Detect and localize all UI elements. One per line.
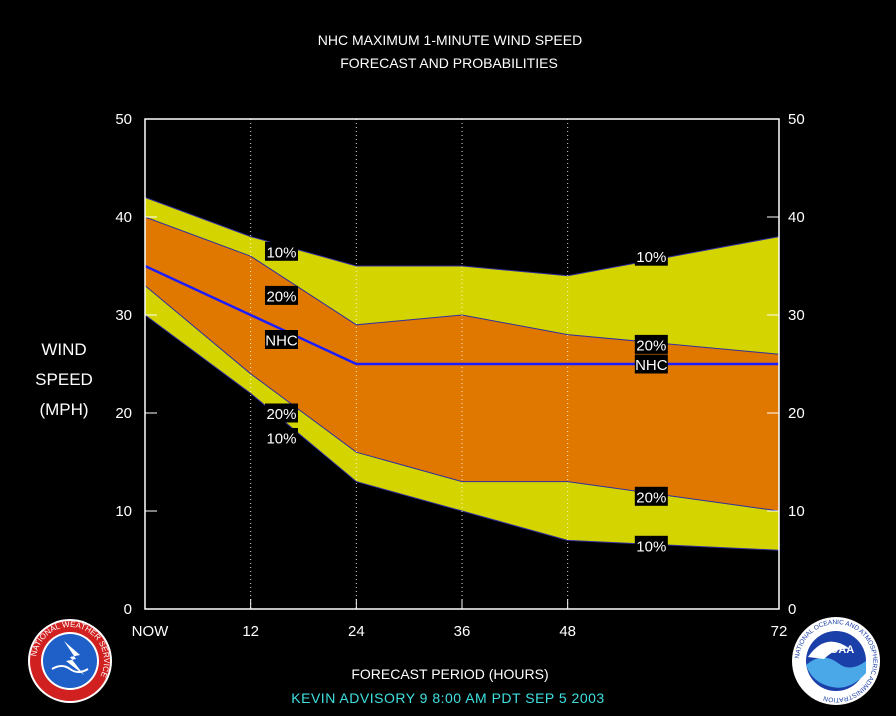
probability-label: 10% <box>636 249 666 266</box>
x-tick-label: 48 <box>559 623 576 640</box>
chart-subtitle: FORECAST AND PROBABILITIES <box>340 55 558 71</box>
y-tick-label-right: 10 <box>788 503 805 520</box>
cloud-icon <box>51 665 89 673</box>
chart-title: NHC MAXIMUM 1-MINUTE WIND SPEED <box>318 32 582 48</box>
probability-label: NHC <box>635 357 668 374</box>
lightning-icon <box>64 641 84 675</box>
band-edge-lower20 <box>144 285 780 512</box>
y-tick-label-left: 30 <box>115 307 132 324</box>
probability-label-box <box>634 334 668 354</box>
probability-label: 20% <box>636 489 666 506</box>
probability-label-box <box>634 354 668 374</box>
y-tick-label-right: 0 <box>788 601 796 618</box>
probability-label-box <box>264 285 298 305</box>
probability-label: 10% <box>266 431 296 448</box>
probability-label: 10% <box>266 244 296 261</box>
band-edge-lower10 <box>144 314 780 551</box>
x-tick-label: 72 <box>771 623 788 640</box>
y-tick-label-left: 50 <box>115 111 132 128</box>
probability-label: NHC <box>265 333 298 350</box>
probability-label-box <box>634 486 668 506</box>
noaa-logo-center-text: NOAA <box>822 644 854 656</box>
lower-10-band <box>145 285 779 551</box>
y-tick-label-left: 0 <box>124 601 132 618</box>
probability-label-box <box>264 241 298 261</box>
probability-label-box <box>634 246 668 266</box>
x-tick-label: 12 <box>242 623 259 640</box>
probability-label-box <box>264 428 298 447</box>
band-edge-upper20 <box>144 216 780 355</box>
y-tick-label-right: 20 <box>788 405 805 422</box>
x-axis-label: FORECAST PERIOD (HOURS) <box>351 666 548 682</box>
probability-label: 10% <box>636 538 666 555</box>
probability-label-box <box>264 403 298 423</box>
y-tick-label-left: 10 <box>115 503 132 520</box>
y-axis-label-line: WIND <box>41 340 86 359</box>
probability-label-box <box>264 330 298 349</box>
y-tick-label-right: 40 <box>788 209 805 226</box>
wave-icon <box>806 657 866 688</box>
y-axis-label: WIND SPEED (MPH) <box>35 340 93 419</box>
y-tick-label-right: 30 <box>788 307 805 324</box>
x-tick-label: 24 <box>348 623 365 640</box>
y-axis-label-line: SPEED <box>35 370 93 389</box>
nws-logo: NATIONAL WEATHER SERVICE <box>28 619 112 703</box>
x-tick-label: 36 <box>454 623 471 640</box>
band-edge-upper10 <box>144 196 780 277</box>
nhc-forecast-line <box>144 264 779 366</box>
y-tick-label-left: 40 <box>115 209 132 226</box>
advisory-footer: KEVIN ADVISORY 9 8:00 AM PDT SEP 5 2003 <box>291 690 604 706</box>
probability-label-box <box>634 535 668 555</box>
x-tick-label: NOW <box>132 623 170 640</box>
probability-label: 20% <box>266 406 296 423</box>
probability-label: 20% <box>636 337 666 354</box>
y-tick-label-right: 50 <box>788 111 805 128</box>
probability-label: 20% <box>266 288 296 305</box>
seagull-icon <box>808 641 850 659</box>
noaa-logo: NOAA NATIONAL OCEANIC AND ATMOSPHERIC AD… <box>792 617 880 705</box>
y-axis-label-line: (MPH) <box>39 400 88 419</box>
y-tick-label-left: 20 <box>115 405 132 422</box>
plot-area: 0 0 10 10 20 20 30 30 40 40 50 50 NOW 12 24 36 48 72 10% 20… <box>115 111 804 640</box>
